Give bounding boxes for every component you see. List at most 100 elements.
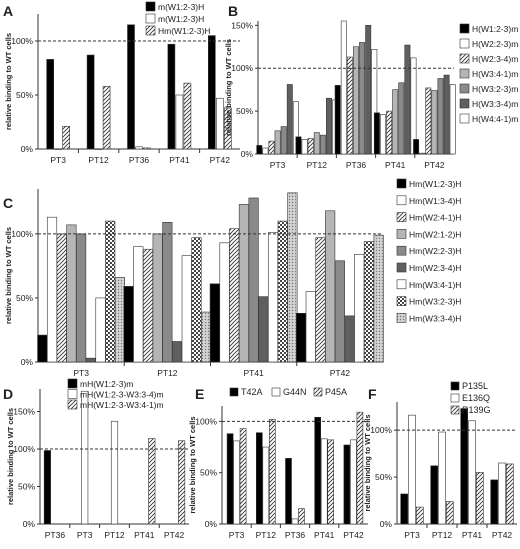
legend-swatch: [229, 387, 239, 397]
legend-swatch: [396, 296, 407, 306]
x-tick-label: PT36: [346, 160, 367, 170]
legend-swatch: [67, 389, 78, 399]
bar: [438, 431, 446, 525]
bar: [301, 139, 308, 155]
bar: [314, 416, 322, 525]
y-axis-label: relative binding to WT cells: [188, 416, 197, 513]
bar: [408, 414, 416, 525]
legend-label: T42A: [241, 387, 263, 397]
bar: [208, 35, 216, 150]
x-tick-label: PT42: [343, 530, 364, 540]
x-tick-label: PT3: [270, 160, 286, 170]
y-tick-label: 100%: [195, 416, 217, 426]
bar: [127, 24, 135, 150]
legend-label: Hm(W1:2-3)H: [158, 26, 210, 36]
x-tick-label: PT41: [314, 530, 335, 540]
x-tick-label: PT36: [285, 530, 306, 540]
bar: [498, 462, 506, 525]
bar: [363, 241, 375, 363]
bar: [398, 82, 405, 155]
y-tick-label: 50%: [200, 468, 217, 478]
x-tick-label: PT42: [492, 530, 513, 540]
bar: [95, 297, 106, 363]
bar: [305, 291, 316, 363]
legend-swatch: [396, 229, 407, 239]
legend-label: m(W1:2-3)H: [158, 14, 204, 24]
y-axis-label: relative binding to WT cells: [4, 33, 13, 130]
bar: [233, 440, 240, 525]
bar: [54, 148, 63, 150]
bar: [226, 433, 234, 525]
y-tick-label: 0%: [241, 149, 254, 159]
legend-swatch: [459, 113, 470, 124]
bar: [76, 233, 87, 363]
y-axis-label: relative binding to WT cells: [4, 227, 13, 324]
bar: [62, 126, 71, 150]
x-tick-label: PT36: [129, 155, 150, 165]
legend-swatch: [396, 245, 407, 256]
bar: [320, 438, 328, 525]
bar: [183, 82, 192, 150]
legend-label: H(W3:4-1)m: [472, 69, 518, 79]
x-tick-label: PT3: [77, 530, 93, 540]
bar: [191, 237, 202, 363]
x-tick-label: PT3: [50, 155, 66, 165]
y-tick-label: 0%: [205, 519, 218, 529]
bar: [56, 233, 67, 363]
legend-swatch: [145, 13, 156, 24]
x-tick-label: PT41: [169, 155, 190, 165]
bar: [475, 472, 484, 525]
bar: [229, 228, 240, 363]
y-tick-label: 50%: [18, 482, 35, 492]
x-tick-label: PT42: [424, 160, 445, 170]
bar: [102, 86, 111, 150]
bar: [110, 420, 119, 525]
bar: [449, 84, 456, 155]
y-tick-label: 50%: [375, 472, 392, 482]
bar: [334, 85, 341, 155]
legend-label: H(W4:4-1)m: [472, 114, 518, 124]
bar: [43, 450, 51, 525]
bar: [133, 246, 144, 363]
x-tick-label: PT12: [432, 530, 453, 540]
bar: [344, 315, 355, 363]
legend-label: mH(W1:2-3-W3:4-1)m: [80, 400, 164, 410]
bar: [162, 222, 173, 363]
bar: [274, 130, 281, 155]
bar: [404, 44, 411, 155]
bar: [209, 283, 220, 363]
bar: [172, 341, 183, 363]
legend-label: P135L: [462, 381, 488, 391]
chart-panel-b: B 0% 50% 100% 150% relative binding to WT cel…: [224, 3, 518, 170]
bar: [296, 313, 307, 363]
y-tick-label: 0%: [23, 519, 36, 529]
bar: [148, 438, 156, 525]
bar: [419, 152, 426, 155]
legend-label: m(W1:2-3)H: [158, 2, 204, 12]
bar: [490, 479, 499, 525]
bar: [437, 78, 444, 155]
x-tick-label: PT42: [164, 530, 185, 540]
bar: [135, 146, 143, 150]
y-tick-label: 50%: [16, 293, 33, 303]
bar: [295, 136, 302, 155]
bar: [81, 390, 89, 525]
bar: [431, 90, 438, 155]
legend-label: mH(W1:2-3-W3:3-4)m: [80, 390, 164, 400]
panel-letter: F: [368, 386, 377, 402]
legend-swatch: [396, 313, 407, 323]
legend-label: H(W2:3-4)m: [472, 54, 518, 64]
bar: [224, 107, 232, 150]
legend-swatch: [450, 381, 460, 391]
bar: [298, 508, 305, 525]
bar: [343, 444, 351, 525]
legend-label: E136Q: [462, 393, 490, 403]
bar: [319, 134, 326, 155]
bar: [175, 94, 184, 150]
bar: [262, 147, 269, 155]
bar: [238, 204, 249, 363]
chart-panel-a: A0%50%100%relative binding to WT cellsPT…: [3, 1, 240, 165]
bar: [505, 463, 514, 525]
y-tick-label: 100%: [231, 63, 253, 73]
